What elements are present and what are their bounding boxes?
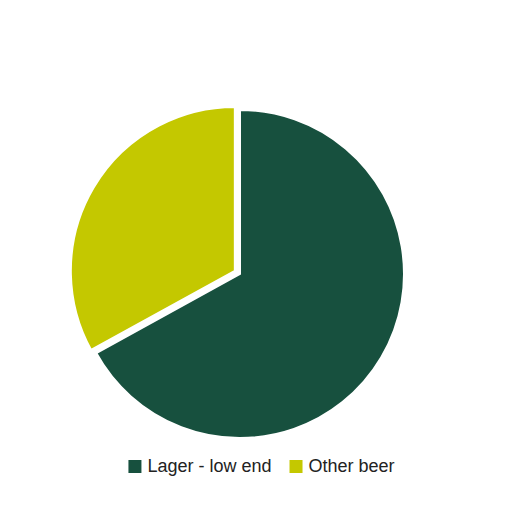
legend: Lager - low end Other beer: [128, 456, 394, 476]
legend-label: Lager - low end: [147, 456, 271, 476]
chart: Lager - low end Other beer: [0, 0, 527, 506]
legend-swatch: [128, 460, 141, 473]
pie-slice: [71, 107, 235, 350]
legend-label: Other beer: [309, 456, 395, 476]
legend-item: Other beer: [290, 456, 395, 476]
legend-swatch: [290, 460, 303, 473]
pie: [71, 107, 404, 438]
legend-item: Lager - low end: [128, 456, 271, 476]
